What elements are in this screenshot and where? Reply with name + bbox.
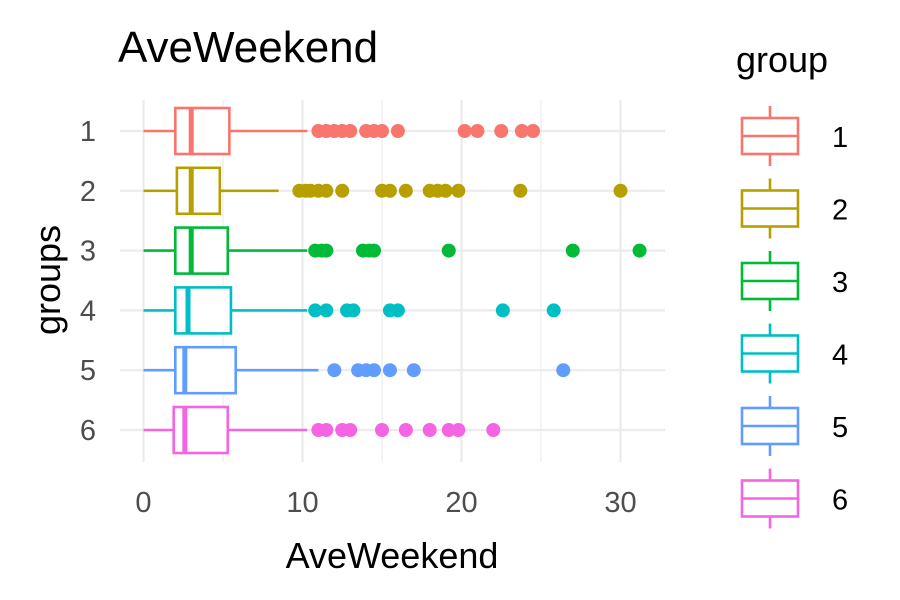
outlier-point — [514, 124, 529, 138]
y-tick-label: 1 — [80, 116, 96, 148]
outlier-point — [451, 423, 466, 437]
chart-title: AveWeekend — [118, 23, 378, 72]
outlier-point — [375, 124, 389, 138]
outlier-point — [367, 243, 382, 258]
legend-key-4 — [740, 323, 800, 384]
outlier-point — [382, 363, 397, 378]
outlier-point — [406, 363, 421, 378]
outlier-point — [319, 423, 334, 437]
outlier-point — [367, 363, 382, 378]
legend-key-3 — [740, 251, 800, 311]
legend-label: 3 — [832, 267, 848, 299]
outlier-point — [343, 124, 358, 138]
outlier-point — [335, 183, 350, 198]
outlier-point — [565, 243, 580, 258]
outlier-point — [632, 243, 647, 258]
legend-label: 5 — [832, 412, 848, 444]
outlier-point — [390, 124, 405, 138]
outlier-point — [513, 183, 528, 198]
outlier-point — [438, 183, 453, 198]
outlier-point — [327, 363, 342, 378]
box-group-5 — [143, 345, 571, 395]
box-group-6 — [143, 405, 501, 455]
legend: group 1 2 3 4 5 6 — [736, 39, 848, 529]
x-tick-label: 20 — [445, 487, 477, 519]
y-tick-label: 6 — [80, 415, 96, 447]
box — [174, 226, 230, 275]
outlier-point — [398, 423, 413, 437]
legend-key-2 — [740, 178, 800, 239]
outlier-point — [398, 183, 413, 198]
box — [175, 166, 222, 216]
box-group-3 — [143, 226, 647, 275]
y-axis-ticks: 1 2 3 4 5 6 — [80, 116, 96, 447]
box-group-4 — [143, 286, 561, 335]
y-tick-label: 4 — [80, 295, 96, 327]
outlier-point — [613, 183, 628, 198]
legend-key-6 — [740, 468, 800, 529]
outlier-point — [319, 183, 334, 198]
y-tick-label: 3 — [80, 236, 96, 268]
box — [172, 405, 230, 455]
outlier-point — [382, 183, 397, 198]
outlier-point — [556, 363, 571, 378]
x-tick-label: 0 — [135, 487, 151, 519]
outlier-point — [343, 423, 358, 437]
x-axis-ticks: 0 10 20 30 — [135, 487, 636, 519]
x-axis-title: AveWeekend — [286, 535, 499, 576]
outlier-point — [319, 243, 334, 258]
outlier-point — [494, 124, 509, 138]
boxes — [143, 106, 647, 455]
outlier-point — [308, 303, 323, 318]
y-tick-label: 2 — [80, 176, 96, 208]
outlier-point — [486, 423, 501, 437]
box — [174, 106, 231, 156]
legend-title: group — [736, 39, 828, 80]
outlier-point — [451, 183, 466, 198]
outlier-point — [422, 423, 437, 437]
outlier-point — [390, 303, 405, 318]
outlier-point — [457, 124, 472, 138]
legend-label: 4 — [832, 340, 848, 372]
box-group-2 — [143, 166, 628, 216]
outlier-point — [526, 124, 541, 138]
box — [174, 286, 233, 335]
outlier-point — [319, 303, 334, 318]
legend-key-1 — [740, 106, 800, 166]
outlier-point — [346, 303, 361, 318]
legend-label: 6 — [832, 485, 848, 517]
outlier-point — [546, 303, 561, 318]
x-tick-label: 30 — [604, 487, 636, 519]
legend-label: 2 — [832, 195, 848, 227]
y-tick-label: 5 — [80, 355, 96, 387]
x-tick-label: 10 — [286, 487, 318, 519]
box-group-1 — [143, 106, 541, 156]
outlier-point — [495, 303, 510, 318]
outlier-point — [441, 243, 456, 258]
legend-key-5 — [740, 396, 800, 456]
outlier-point — [375, 423, 389, 437]
y-axis-title: groups — [27, 225, 68, 335]
outlier-point — [470, 124, 485, 138]
legend-label: 1 — [832, 122, 848, 154]
